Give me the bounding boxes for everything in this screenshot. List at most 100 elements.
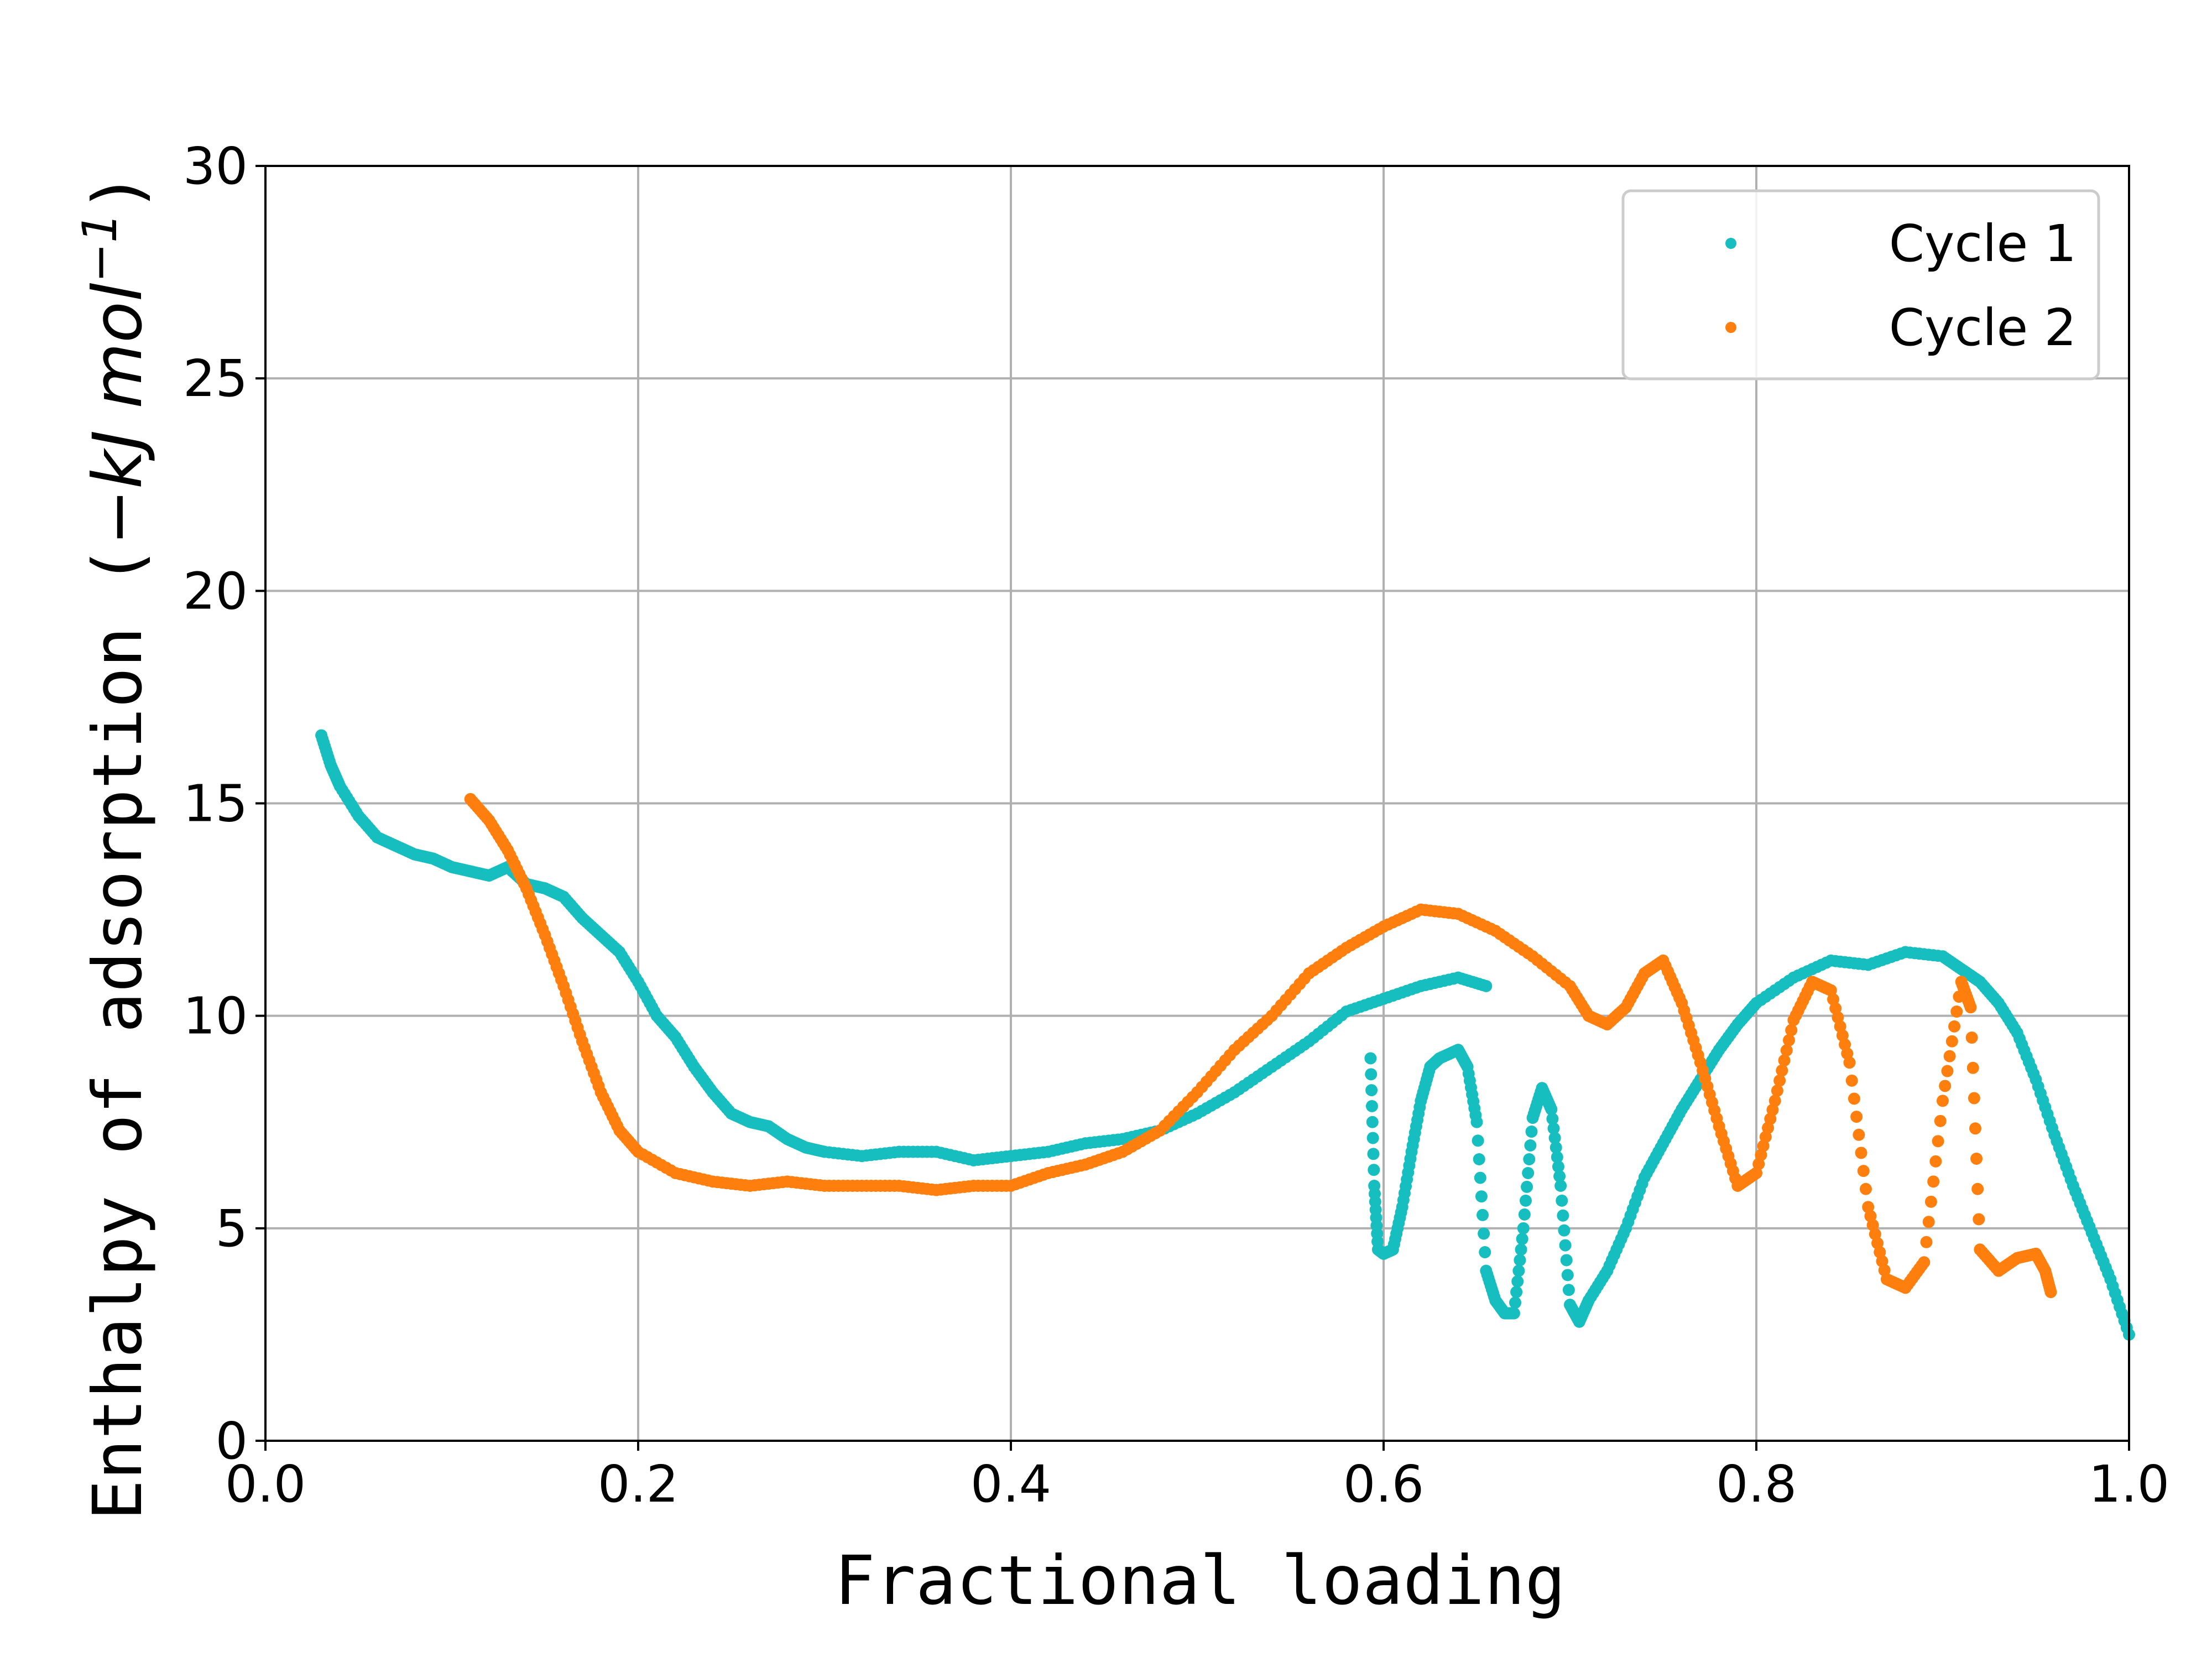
data-point [1473,1153,1485,1165]
y-axis-title: Enthalpy of adsorption (−kJ mol−1) [72,172,157,1520]
data-point [1939,1080,1952,1092]
data-point [1510,1286,1523,1299]
data-point [1971,1182,1984,1195]
data-point [1943,1050,1956,1062]
ticks: 0.0 0.2 0.4 0.6 0.8 1.0 0 5 10 15 20 25 30 [183,137,2169,1514]
data-point [1557,1209,1569,1222]
data-point [1937,1095,1949,1107]
data-point [1948,1020,1961,1033]
data-point [1782,1034,1795,1046]
y-tick-label: 25 [183,349,248,408]
x-tick-label: 1.0 [2089,1455,2169,1514]
x-tick-label: 0.0 [225,1455,306,1514]
data-point [1850,1111,1863,1123]
x-tick-label: 0.2 [598,1455,679,1514]
y-tick-label: 30 [183,137,248,196]
data-point [1551,1151,1563,1164]
data-point [1848,1092,1860,1105]
y-axis-title-text: Enthalpy of adsorption ( [79,545,157,1520]
data-point [1562,1284,1575,1296]
data-point [1512,1264,1525,1277]
data-point [1843,1056,1856,1069]
data-point [1518,1208,1531,1221]
data-point [1480,980,1493,992]
data-point [1470,1116,1483,1128]
x-tick-label: 0.6 [1343,1455,1424,1514]
series-layer [315,729,2135,1341]
legend-box [1621,189,2100,381]
data-point [1780,1044,1793,1057]
data-point [1785,1024,1798,1036]
data-point [1516,1233,1528,1246]
data-point [1560,1254,1573,1267]
data-point [1550,1141,1562,1154]
data-point [1859,1182,1872,1195]
data-point [1920,1236,1933,1248]
data-point [1365,1084,1378,1097]
data-point [1964,1001,1977,1014]
legend: Cycle 1 Cycle 2 [1621,189,2100,381]
data-point [1522,1166,1535,1179]
data-point [1472,1134,1484,1147]
data-point [1929,1155,1942,1168]
data-point [1545,1103,1558,1116]
data-point [1776,1064,1788,1077]
x-axis-title: Fractional loading [834,1541,1566,1620]
data-point [1853,1128,1865,1141]
data-point [1525,1126,1538,1138]
data-point [1773,1074,1786,1087]
data-point [1509,1296,1522,1309]
data-point [1515,1243,1527,1256]
y-axis-title-close: ) [79,172,157,212]
y-tick-label: 10 [183,987,248,1046]
data-point [1368,1164,1380,1176]
data-point [1924,1195,1937,1208]
data-point [1558,1224,1571,1237]
data-point [1365,1068,1378,1081]
data-point [1364,1052,1377,1065]
data-point [1521,1180,1533,1193]
data-point [1968,1092,1980,1104]
y-tick-label: 15 [183,774,248,833]
legend-marker-cycle-1 [1725,238,1736,249]
data-point [1932,1135,1944,1148]
data-point [1950,1005,1963,1018]
data-point [1552,1160,1564,1173]
data-point [1918,1256,1931,1269]
data-point [1945,1035,1958,1048]
data-point [1966,1061,1979,1074]
data-point [1478,1227,1490,1240]
data-point [1965,1031,1978,1044]
data-point [1845,1074,1858,1087]
data-point [1519,1194,1532,1207]
data-point [1771,1085,1783,1097]
data-point [1559,1239,1572,1252]
x-tick-label: 0.4 [971,1455,1051,1514]
data-point [1973,1213,1985,1226]
data-point [1554,1180,1567,1192]
series-2 [464,793,2057,1299]
data-point [2044,1286,2057,1299]
data-point [1768,1095,1781,1107]
y-axis-title-unit: −kJ mol [79,283,157,545]
data-point [1477,1208,1489,1221]
data-point [1927,1175,1940,1188]
data-point [1475,1190,1488,1203]
data-point [1941,1065,1954,1077]
data-point [1970,1153,1983,1165]
data-point [1511,1275,1524,1288]
data-point [1523,1153,1536,1165]
data-point [1553,1170,1566,1182]
data-point [1778,1054,1791,1067]
legend-marker-cycle-2 [1725,322,1736,333]
data-point [1922,1216,1935,1228]
data-point [1934,1114,1947,1127]
y-tick-label: 20 [183,561,248,621]
data-point [1517,1222,1530,1234]
data-point [1547,1122,1560,1135]
data-point [1556,1194,1568,1207]
data-point [1514,1254,1526,1267]
legend-label-cycle-2: Cycle 2 [1889,298,2077,357]
